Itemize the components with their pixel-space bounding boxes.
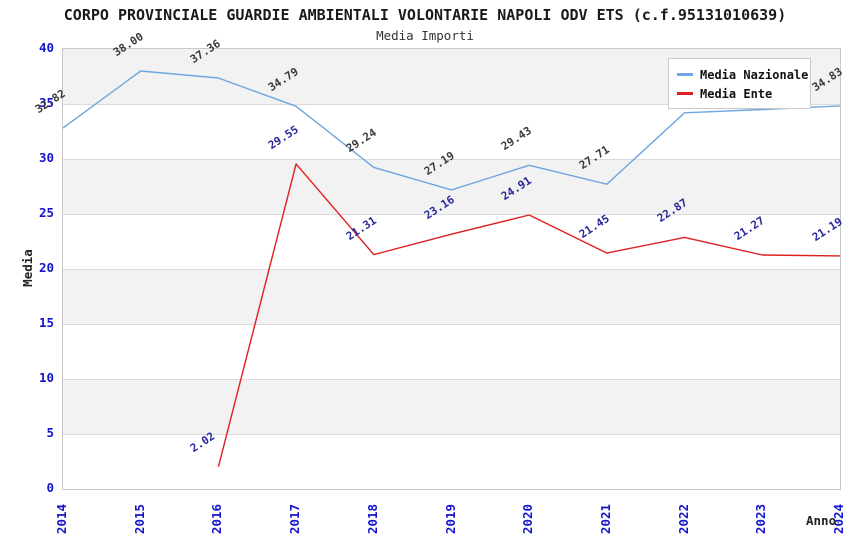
media-nazionale-line	[62, 70, 841, 191]
legend-item-media-ente: Media Ente	[669, 85, 810, 102]
gridline	[63, 434, 840, 435]
gridline	[63, 104, 840, 105]
x-tick-label: 2019	[442, 503, 458, 535]
y-tick-label: 40	[38, 40, 54, 55]
x-axis-title: Anno	[806, 513, 837, 528]
series-lines	[62, 70, 841, 467]
y-axis-title: Media	[20, 249, 35, 287]
chart-subtitle: Media Importi	[376, 28, 474, 43]
y-tick-label: 10	[38, 370, 54, 385]
x-tick-label: 2014	[54, 503, 69, 535]
y-tick-label: 30	[38, 150, 54, 165]
y-tick-label: 0	[46, 480, 54, 495]
media-nazionale-line-swatch	[677, 73, 693, 76]
x-tick-label: 2017	[287, 503, 303, 535]
y-tick-label: 5	[46, 425, 54, 440]
y-tick-label: 35	[38, 95, 54, 110]
plot-band	[63, 104, 840, 159]
gridline	[63, 324, 840, 325]
plot-band	[63, 159, 840, 214]
x-tick-label: 2018	[364, 503, 380, 535]
x-tick-label: 2020	[520, 503, 536, 535]
gridline	[63, 214, 840, 215]
plot-band	[63, 214, 840, 269]
x-tick-label: 2016	[209, 503, 225, 535]
legend: Media Nazionale Media Ente	[668, 58, 811, 109]
legend-label-media-ente: Media Ente	[700, 86, 773, 101]
plot-band	[63, 324, 840, 379]
media-ente-line	[217, 163, 841, 467]
chart-title: CORPO PROVINCIALE GUARDIE AMBIENTALI VOL…	[63, 6, 787, 24]
legend-label-media-nazionale: Media Nazionale	[700, 67, 809, 82]
x-tick-label: 2022	[675, 503, 691, 535]
plot-band	[63, 269, 840, 324]
y-tick-label: 20	[38, 260, 54, 275]
legend-item-media-nazionale: Media Nazionale	[669, 66, 810, 83]
plot-area: 32.82 38.00 37.36 34.79 29.24 27.19 29.43 27.71…	[33, 30, 845, 490]
x-tick-label: 2021	[597, 503, 613, 535]
gridline	[63, 269, 840, 270]
gridline	[63, 159, 840, 160]
y-tick-label: 25	[38, 205, 54, 220]
media-ente-line-swatch	[677, 92, 693, 95]
gridline	[63, 379, 840, 380]
x-tick-label: 2015	[131, 503, 147, 535]
y-tick-label: 15	[38, 315, 54, 330]
x-tick-label: 2023	[753, 503, 769, 535]
plot-band	[63, 434, 840, 489]
plot-band	[63, 379, 840, 434]
